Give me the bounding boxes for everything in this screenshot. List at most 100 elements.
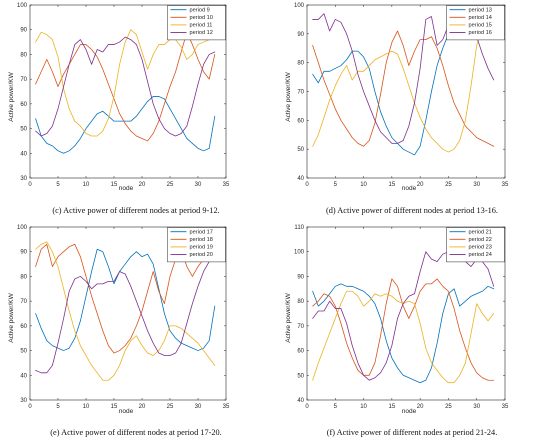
y-tick-label: 90 [20, 250, 27, 256]
x-axis-label: node [119, 408, 134, 415]
x-tick-label: 30 [195, 404, 202, 410]
x-tick-label: 35 [502, 404, 509, 410]
y-tick-label: 70 [297, 324, 304, 330]
x-tick-label: 25 [445, 182, 452, 188]
panel-caption: (e) Active power of different nodes at p… [50, 428, 222, 437]
plot-area: 0 5 10 15 20 25 30 35 40 50 60 70 80 90 100 110 period 2… [294, 225, 509, 410]
legend-box [167, 5, 226, 41]
legend-label: period 19 [190, 245, 213, 251]
x-tick-label: 15 [111, 182, 118, 188]
y-tick-label: 80 [297, 299, 304, 305]
x-tick-label: 0 [28, 182, 32, 188]
x-tick-label: 5 [56, 404, 60, 410]
y-tick-label: 70 [20, 299, 27, 305]
x-tick-label: 10 [360, 182, 367, 188]
y-tick-label: 60 [297, 118, 304, 124]
y-axis-label: Active power/KW [285, 292, 292, 342]
y-tick-label: 60 [297, 349, 304, 355]
x-tick-label: 10 [360, 404, 367, 410]
chart-panel-e: 0 5 10 15 20 25 30 35 30 40 50 60 70 80 90 100 period 17… [0, 222, 272, 442]
legend-label: period 15 [469, 23, 492, 29]
y-tick-label: 60 [20, 102, 27, 108]
y-tick-label: 40 [297, 398, 304, 404]
panel-background [0, 222, 272, 442]
y-axis-label: Active power/KW [8, 71, 15, 121]
y-tick-label: 70 [20, 77, 27, 83]
legend-label: period 18 [190, 237, 213, 243]
legend-label: period 17 [190, 229, 213, 235]
legend-label: period 16 [469, 30, 492, 36]
series-line-1 [312, 283, 495, 384]
x-axis-label: node [402, 185, 417, 192]
panel-caption: (c) Active power of different nodes at p… [52, 206, 219, 215]
series-line-1 [35, 96, 216, 154]
x-tick-label: 0 [305, 404, 309, 410]
y-tick-label: 110 [294, 225, 304, 231]
x-tick-label: 10 [83, 404, 90, 410]
x-tick-label: 30 [473, 182, 480, 188]
y-tick-label: 40 [297, 176, 304, 182]
x-tick-label: 25 [167, 182, 174, 188]
plot-area: 0 5 10 15 20 25 30 35 30 40 50 60 70 80 90 100 period 17… [17, 225, 230, 410]
y-axis-label: Active power/KW [8, 292, 15, 342]
y-tick-label: 50 [297, 147, 304, 153]
legend-box [446, 5, 505, 41]
chart-panel-f: 0 5 10 15 20 25 30 35 40 50 60 70 80 90 100 110 period 2… [275, 222, 550, 442]
legend-label: period 11 [190, 23, 213, 29]
x-tick-label: 25 [167, 404, 174, 410]
legend-box [446, 227, 505, 263]
y-tick-label: 90 [20, 28, 27, 34]
x-tick-label: 0 [305, 182, 309, 188]
x-tick-label: 0 [28, 404, 32, 410]
y-tick-label: 90 [297, 274, 304, 280]
x-tick-label: 5 [334, 404, 338, 410]
y-tick-label: 80 [20, 274, 27, 280]
panel-background [0, 0, 272, 220]
x-tick-label: 20 [139, 404, 146, 410]
y-tick-label: 100 [17, 3, 28, 9]
axes-box [29, 4, 227, 179]
x-tick-label: 20 [417, 182, 424, 188]
x-tick-label: 15 [111, 404, 118, 410]
series-line-2 [312, 278, 495, 381]
y-tick-label: 90 [297, 32, 304, 38]
series-line-2 [312, 30, 495, 147]
y-tick-label: 70 [297, 90, 304, 96]
x-tick-label: 10 [83, 182, 90, 188]
legend-label: period 14 [469, 15, 492, 21]
y-axis-label: Active power/KW [285, 71, 292, 121]
legend-label: period 22 [469, 237, 492, 243]
series-line-1 [35, 248, 216, 351]
series-line-4 [35, 36, 216, 137]
legend-label: period 10 [190, 15, 213, 21]
x-tick-label: 20 [417, 404, 424, 410]
y-tick-label: 40 [20, 151, 27, 157]
x-axis-label: node [402, 408, 417, 415]
y-tick-label: 60 [20, 324, 27, 330]
panel-caption: (f) Active power of different nodes at p… [327, 428, 498, 437]
x-tick-label: 35 [223, 404, 230, 410]
y-tick-label: 80 [20, 52, 27, 58]
axes-box [29, 226, 227, 401]
x-tick-label: 35 [502, 182, 509, 188]
y-tick-label: 30 [20, 398, 27, 404]
series-line-3 [35, 29, 216, 137]
x-tick-label: 25 [445, 404, 452, 410]
legend-box [167, 227, 226, 263]
legend-label: period 23 [469, 245, 492, 251]
x-tick-label: 15 [389, 404, 396, 410]
series-line-4 [35, 256, 216, 374]
x-tick-label: 30 [195, 182, 202, 188]
x-axis-label: node [119, 185, 134, 192]
x-tick-label: 5 [56, 182, 60, 188]
y-tick-label: 100 [17, 225, 28, 231]
axes-box [306, 226, 506, 401]
